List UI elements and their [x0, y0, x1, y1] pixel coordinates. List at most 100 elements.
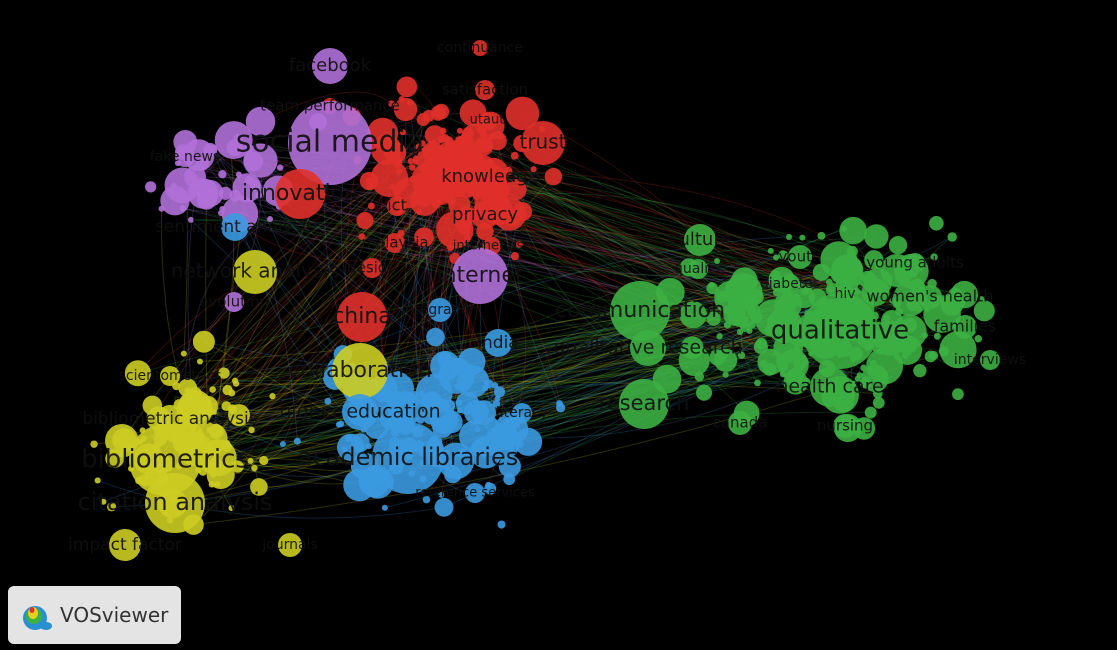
node: [367, 202, 375, 210]
node: [372, 422, 444, 494]
node: [849, 380, 857, 388]
node: [233, 250, 277, 294]
node: [424, 154, 444, 174]
bubbles: [90, 40, 1000, 561]
node: [247, 457, 254, 464]
node: [680, 336, 704, 360]
node: [145, 473, 205, 533]
node: [416, 113, 430, 127]
node: [785, 233, 793, 241]
node-label: diabetes: [760, 276, 820, 292]
node: [175, 147, 195, 167]
node: [728, 411, 752, 435]
node: [442, 399, 456, 413]
node: [229, 189, 242, 202]
node: [422, 495, 431, 504]
node-label: nursing: [817, 417, 873, 435]
node: [221, 401, 232, 412]
node: [869, 359, 877, 367]
node-label: india: [477, 333, 518, 353]
node: [428, 298, 452, 322]
node: [933, 332, 941, 340]
node: [746, 327, 753, 334]
node: [351, 433, 370, 452]
node: [881, 309, 903, 332]
edge: [160, 308, 821, 431]
node: [915, 305, 922, 313]
node: [737, 351, 746, 359]
node: [416, 209, 423, 216]
node: [90, 440, 98, 448]
node-label: research: [599, 391, 690, 415]
node: [259, 455, 269, 466]
node: [396, 76, 418, 98]
node: [947, 232, 957, 242]
edge: [260, 91, 392, 123]
edge: [432, 176, 822, 274]
node: [412, 171, 439, 198]
node: [444, 465, 462, 484]
vosviewer-logo[interactable]: VOSviewer: [8, 586, 181, 644]
node: [204, 445, 212, 453]
node: [471, 201, 499, 229]
node-label: youth: [779, 248, 822, 266]
node: [510, 151, 519, 160]
node: [929, 215, 944, 231]
node: [201, 459, 212, 470]
node: [248, 426, 255, 434]
node: [387, 391, 423, 427]
node-label: innovation: [242, 181, 358, 206]
node: [455, 382, 463, 391]
node: [952, 388, 964, 401]
node: [772, 288, 781, 297]
node: [463, 399, 489, 425]
node-label: families: [934, 317, 997, 336]
node: [100, 498, 107, 505]
node: [342, 394, 378, 430]
node: [449, 460, 456, 467]
node-label: integration: [402, 302, 479, 318]
node: [930, 253, 938, 261]
node: [275, 169, 325, 219]
node: [874, 261, 884, 270]
node: [288, 101, 372, 185]
edge: [488, 192, 840, 261]
node: [381, 504, 388, 511]
node: [243, 144, 254, 154]
node: [835, 284, 855, 304]
node: [455, 136, 462, 143]
node: [955, 298, 966, 309]
node: [457, 407, 464, 414]
node-label: collaboration: [288, 358, 431, 383]
node: [556, 403, 566, 413]
edge: [184, 162, 398, 423]
node: [387, 196, 407, 216]
node-label: health care: [776, 376, 883, 398]
node: [860, 274, 868, 281]
node: [267, 216, 274, 223]
node: [395, 168, 403, 175]
edge: [514, 155, 783, 362]
node: [464, 451, 472, 459]
node: [457, 221, 472, 235]
node: [359, 461, 367, 468]
node: [228, 505, 235, 512]
node: [462, 127, 475, 139]
node: [160, 186, 190, 216]
node: [783, 370, 808, 395]
node: [332, 343, 388, 399]
node: [514, 427, 543, 456]
node: [181, 396, 202, 418]
node: [863, 268, 893, 297]
node: [512, 403, 532, 423]
node-label: sentiment analysis: [155, 217, 315, 237]
node-label: network analysis: [171, 259, 340, 283]
node: [736, 328, 744, 336]
node: [293, 437, 301, 445]
node: [356, 211, 374, 230]
node: [393, 97, 418, 122]
node: [788, 245, 812, 269]
node: [723, 321, 732, 329]
edge: [231, 247, 451, 410]
node-label: qualitative research: [553, 337, 742, 359]
